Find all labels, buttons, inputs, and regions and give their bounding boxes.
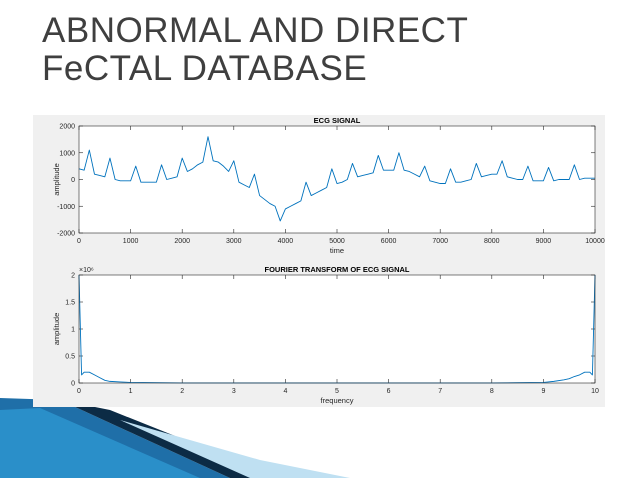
x-axis-label: time xyxy=(330,246,344,255)
y-tick-label: 0 xyxy=(71,177,75,184)
decoration xyxy=(0,408,200,478)
x-tick-label: 4000 xyxy=(278,238,294,245)
y-tick-label: 1000 xyxy=(59,150,75,157)
x-tick-label: 7000 xyxy=(432,238,448,245)
y-tick-label: -1000 xyxy=(57,204,75,211)
x-tick-label: 10000 xyxy=(585,238,605,245)
chart-title: FOURIER TRANSFORM OF ECG SIGNAL xyxy=(265,265,410,274)
x-axis-label: frequency xyxy=(321,396,354,405)
x-tick-label: 4 xyxy=(283,388,287,395)
decoration xyxy=(120,420,350,478)
y-tick-label: 2 xyxy=(71,273,75,280)
plots: 0 1000 2000 3000 4000 5000 6000 7000 8000 9000 100… xyxy=(52,116,605,405)
x-tick-label: 3 xyxy=(232,388,236,395)
axes-background xyxy=(79,275,595,383)
axes-background xyxy=(79,126,595,233)
chart-title: ECG SIGNAL xyxy=(314,116,361,125)
x-tick-label: 7 xyxy=(438,388,442,395)
x-tick-label: 1000 xyxy=(123,238,139,245)
x-tick-label: 5 xyxy=(335,388,339,395)
data-line xyxy=(78,136,595,222)
y-tick-label: 0.5 xyxy=(65,354,75,361)
y-multiplier-label: ×10⁶ xyxy=(79,267,94,274)
axes-box xyxy=(78,274,596,384)
y-tick-label: 1.5 xyxy=(65,300,75,307)
x-tick-label: 0 xyxy=(77,238,81,245)
y-tick-label: 2000 xyxy=(59,124,75,131)
y-axis-label: amplitude xyxy=(52,163,61,196)
x-tick-label: 1 xyxy=(129,388,133,395)
slide-title: ABNORMAL AND DIRECT FeCTAL DATABASE xyxy=(42,11,468,88)
x-tick-label: 9000 xyxy=(536,238,552,245)
x-tick-label: 8000 xyxy=(484,238,500,245)
x-tick-label: 8 xyxy=(490,388,494,395)
y-axis-label: amplitude xyxy=(52,313,61,346)
x-tick-label: 0 xyxy=(77,388,81,395)
axes-box xyxy=(78,125,596,234)
x-tick-label: 5000 xyxy=(329,238,345,245)
x-tick-label: 9 xyxy=(541,388,545,395)
x-tick-label: 6000 xyxy=(381,238,397,245)
x-tick-label: 2000 xyxy=(174,238,190,245)
y-tick-label: 1 xyxy=(71,327,75,334)
x-tick-label: 2 xyxy=(180,388,184,395)
x-tick-label: 3000 xyxy=(226,238,242,245)
y-tick-label: 0 xyxy=(71,381,75,388)
y-tick-label: -2000 xyxy=(57,231,75,238)
x-tick-label: 6 xyxy=(387,388,391,395)
x-tick-label: 10 xyxy=(591,388,599,395)
